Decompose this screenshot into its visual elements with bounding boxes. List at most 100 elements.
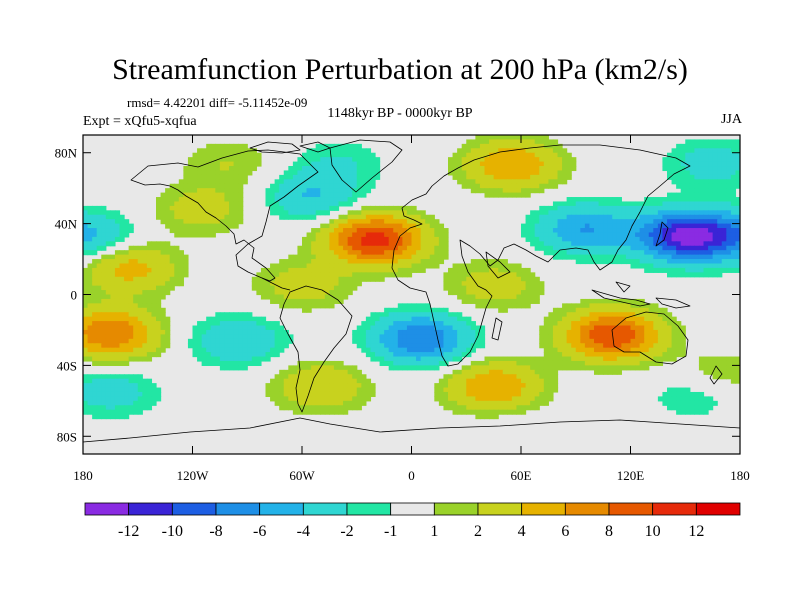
field-cell — [302, 267, 308, 273]
field-cell — [105, 338, 111, 344]
field-cell — [324, 276, 330, 282]
field-cell — [365, 174, 372, 180]
field-cell — [575, 228, 581, 234]
field-cell — [548, 174, 554, 180]
field-cell — [516, 192, 522, 198]
field-cell — [156, 245, 162, 251]
field-cell — [260, 285, 267, 291]
field-cell — [365, 170, 372, 176]
field-cell — [288, 294, 294, 300]
field-cell — [137, 267, 143, 273]
field-cell — [698, 405, 705, 411]
field-cell — [420, 241, 426, 247]
field-cell — [229, 343, 235, 349]
field-cell — [653, 316, 659, 322]
field-cell — [589, 210, 595, 216]
field-cell — [320, 294, 326, 300]
field-cell — [676, 250, 682, 256]
field-cell — [288, 285, 294, 291]
field-cell — [388, 245, 394, 251]
field-cell — [133, 294, 139, 300]
field-cell — [384, 210, 390, 216]
field-cell — [635, 352, 641, 358]
field-cell — [338, 192, 344, 198]
field-cell — [283, 210, 289, 216]
field-cell — [260, 352, 267, 358]
field-cell — [306, 378, 312, 384]
field-cell — [461, 183, 467, 189]
field-cell — [320, 276, 326, 282]
field-cell — [393, 259, 399, 265]
field-cell — [516, 298, 522, 304]
field-cell — [333, 259, 340, 265]
field-cell — [146, 245, 153, 251]
field-cell — [315, 179, 321, 185]
field-cell — [133, 316, 139, 322]
field-cell — [438, 329, 445, 335]
field-cell — [338, 201, 344, 207]
field-cell — [343, 174, 349, 180]
field-cell — [192, 174, 198, 180]
field-cell — [607, 197, 613, 203]
field-cell — [703, 183, 709, 189]
field-cell — [343, 294, 349, 300]
field-cell — [206, 334, 212, 340]
field-cell — [726, 356, 732, 362]
period-label: 1148kyr BP - 0000kyr BP — [327, 106, 473, 121]
field-cell — [484, 405, 490, 411]
field-cell — [452, 276, 458, 282]
field-cell — [639, 254, 645, 260]
field-cell — [393, 214, 399, 220]
field-cell — [183, 214, 189, 220]
field-cell — [639, 338, 645, 344]
field-cell — [607, 329, 613, 335]
field-cell — [320, 409, 326, 415]
field-cell — [347, 143, 353, 149]
field-cell — [685, 267, 691, 273]
field-cell — [625, 201, 632, 207]
field-cell — [708, 161, 714, 167]
field-cell — [552, 205, 559, 211]
field-cell — [137, 290, 143, 296]
field-cell — [443, 241, 449, 247]
field-cell — [530, 161, 536, 167]
field-cell — [320, 387, 326, 393]
field-cell — [730, 267, 737, 273]
field-cell — [502, 307, 508, 313]
field-cell — [466, 148, 472, 154]
field-cell — [438, 254, 445, 260]
field-cell — [206, 343, 212, 349]
field-cell — [621, 360, 627, 366]
field-cell — [229, 157, 235, 163]
field-cell — [461, 148, 467, 154]
field-cell — [616, 259, 622, 265]
field-cell — [461, 396, 467, 402]
field-cell — [219, 183, 226, 189]
field-cell — [329, 285, 335, 291]
field-cell — [461, 281, 467, 287]
field-cell — [548, 241, 554, 247]
field-cell — [548, 338, 554, 344]
field-cell — [694, 197, 700, 203]
field-cell — [548, 374, 554, 380]
field-cell — [105, 223, 111, 229]
field-cell — [302, 272, 308, 278]
field-cell — [219, 157, 226, 163]
field-cell — [365, 214, 372, 220]
field-cell — [548, 343, 554, 349]
field-cell — [329, 396, 335, 402]
field-cell — [165, 325, 171, 331]
field-cell — [397, 360, 403, 366]
field-cell — [96, 321, 102, 327]
field-cell — [320, 236, 326, 242]
field-cell — [178, 197, 184, 203]
field-cell — [137, 338, 143, 344]
field-cell — [685, 228, 691, 234]
field-cell — [429, 263, 435, 269]
field-cell — [142, 391, 148, 397]
field-cell — [466, 316, 472, 322]
field-cell — [361, 387, 367, 393]
field-cell — [443, 343, 449, 349]
field-cell — [151, 329, 157, 335]
field-cell — [552, 369, 559, 375]
